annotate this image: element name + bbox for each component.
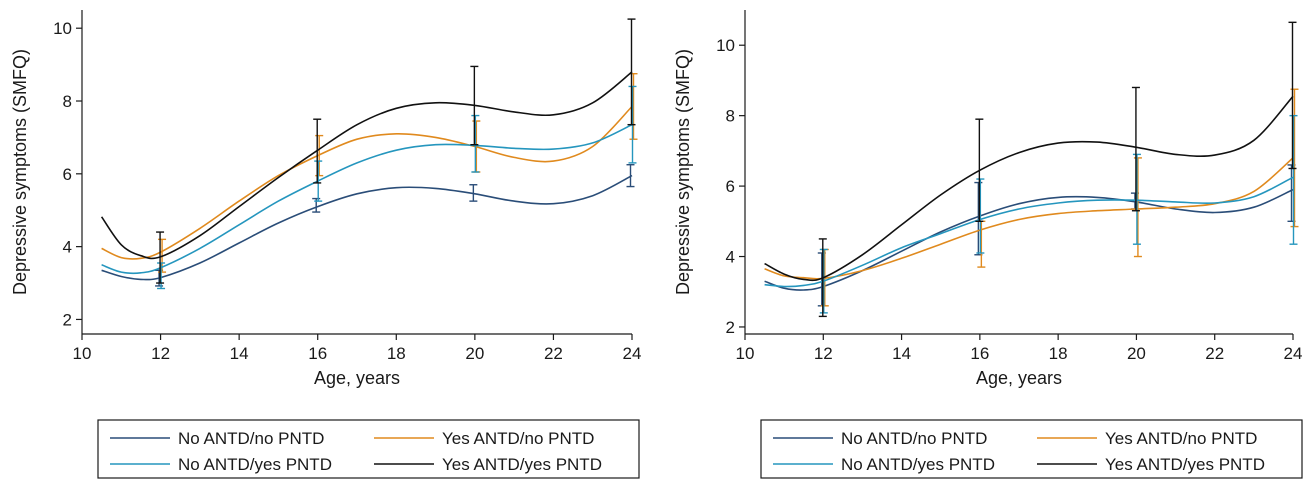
x-tick-label: 24 [623,344,642,363]
y-tick-label: 4 [726,248,735,267]
x-axis-title: Age, years [314,368,400,388]
legend-box [97,419,640,479]
x-tick-label: 16 [308,344,327,363]
y-axis-title: Depressive symptoms (SMFQ) [10,49,30,295]
legend-box [760,419,1303,479]
y-tick-label: 10 [716,36,735,55]
x-tick-label: 10 [73,344,92,363]
x-axis-title: Age, years [976,368,1062,388]
series-line [100,71,633,260]
legend-label: Yes ANTD/yes PNTD [442,455,602,474]
series-line [764,157,1294,280]
legend: No ANTD/no PNTD Yes ANTD/no PNTD No ANTD/y… [760,419,1303,479]
series-line [101,123,633,275]
series-line [764,188,1294,291]
legend: No ANTD/no PNTD Yes ANTD/no PNTD No ANTD/y… [97,419,640,479]
x-tick-label: 22 [544,344,563,363]
y-tick-label: 2 [63,310,72,329]
legend-label: No ANTD/yes PNTD [178,455,332,474]
y-tick-label: 8 [726,107,735,126]
legend-label: Yes ANTD/no PNTD [1105,429,1257,448]
legend-label: Yes ANTD/no PNTD [442,429,594,448]
series-line [764,95,1294,282]
legend-label: No ANTD/yes PNTD [841,455,995,474]
legend-label: Yes ANTD/yes PNTD [1105,455,1265,474]
x-tick-label: 10 [736,344,755,363]
y-axis-title: Depressive symptoms (SMFQ) [673,49,693,295]
x-tick-label: 16 [970,344,989,363]
y-tick-label: 2 [726,318,735,337]
y-tick-label: 6 [63,165,72,184]
series-line [101,174,633,281]
y-tick-label: 6 [726,177,735,196]
x-tick-label: 12 [151,344,170,363]
x-tick-label: 14 [892,344,911,363]
x-tick-label: 14 [230,344,249,363]
x-tick-label: 12 [814,344,833,363]
x-tick-label: 22 [1205,344,1224,363]
x-tick-label: 18 [387,344,406,363]
x-tick-label: 20 [1127,344,1146,363]
series-line [764,176,1294,288]
x-tick-label: 20 [465,344,484,363]
y-tick-label: 10 [53,19,72,38]
series-line [101,105,633,260]
y-tick-label: 4 [63,238,72,257]
x-tick-label: 18 [1049,344,1068,363]
legend-label: No ANTD/no PNTD [178,429,324,448]
legend-label: No ANTD/no PNTD [841,429,987,448]
x-tick-label: 24 [1284,344,1303,363]
y-tick-label: 8 [63,92,72,111]
